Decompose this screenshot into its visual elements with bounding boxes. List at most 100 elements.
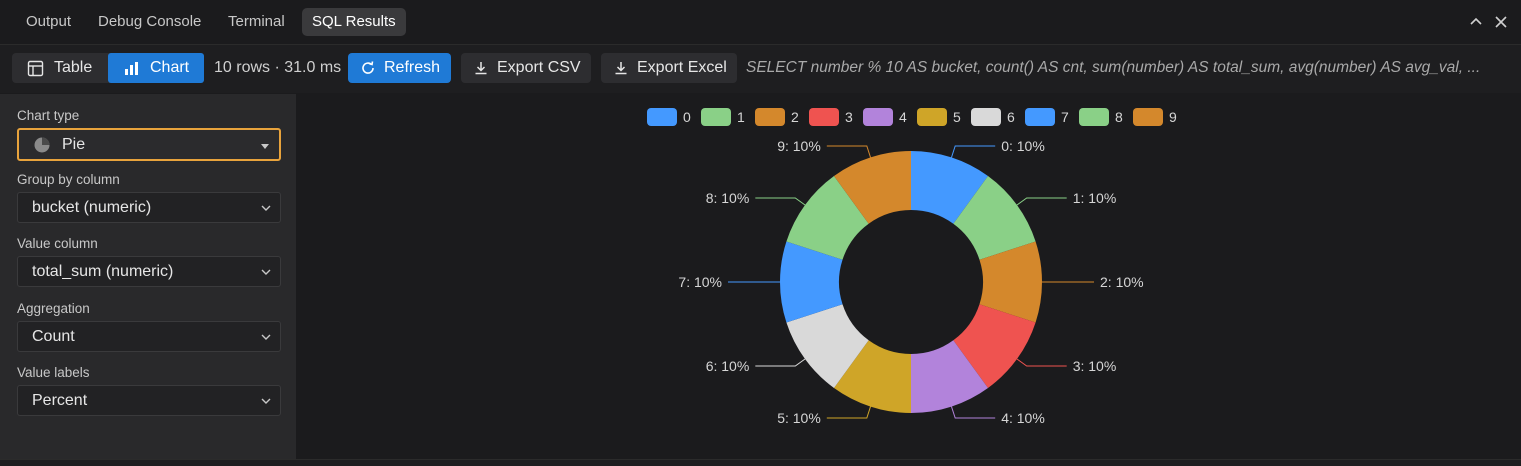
value-labels-value: Percent	[32, 391, 88, 409]
pie-chart-icon	[34, 137, 50, 152]
legend-swatch	[1025, 108, 1055, 126]
slice-label: 1: 10%	[1073, 190, 1117, 206]
legend-swatch	[701, 108, 731, 126]
donut-chart: 0 1 2 3 4 5 6 7 8 9 0: 10% 1: 10% 2: 10% 3: 10% 4: 10%…	[647, 108, 1177, 426]
tab-sql-results[interactable]: SQL Results	[302, 8, 406, 36]
legend-item[interactable]: 4	[863, 108, 907, 126]
close-icon[interactable]	[1491, 12, 1511, 32]
pie-slice[interactable]	[911, 340, 988, 413]
chevron-down-icon	[261, 269, 271, 275]
slice-label: 9: 10%	[777, 138, 821, 154]
legend-label: 8	[1115, 109, 1123, 125]
pie-slice[interactable]	[834, 151, 911, 224]
leader-line	[1016, 358, 1067, 367]
legend-label: 0	[683, 109, 691, 125]
status-bar	[0, 459, 1521, 466]
group-by-label: Group by column	[17, 172, 120, 187]
legend-item[interactable]: 3	[809, 108, 853, 126]
legend-label: 4	[899, 109, 907, 125]
legend-label: 1	[737, 109, 745, 125]
chevron-down-icon	[261, 334, 271, 340]
value-column-select[interactable]: total_sum (numeric)	[17, 256, 281, 287]
aggregation-select[interactable]: Count	[17, 321, 281, 352]
slice-label: 0: 10%	[1001, 138, 1045, 154]
aggregation-label: Aggregation	[17, 301, 90, 316]
export-excel-label: Export Excel	[637, 59, 727, 76]
pie-slice[interactable]	[786, 304, 869, 388]
slice-label: 8: 10%	[706, 190, 750, 206]
tab-output[interactable]: Output	[26, 13, 72, 30]
download-icon	[615, 62, 627, 75]
value-column-value: total_sum (numeric)	[32, 262, 174, 280]
table-view-button[interactable]: Table	[12, 53, 108, 83]
pie-slice[interactable]	[786, 176, 869, 260]
group-by-value: bucket (numeric)	[32, 198, 152, 216]
legend-swatch	[971, 108, 1001, 126]
legend-item[interactable]: 5	[917, 108, 961, 126]
value-column-label: Value column	[17, 236, 98, 251]
pie-slice[interactable]	[834, 340, 911, 413]
leader-line	[755, 197, 806, 206]
pie-slice[interactable]	[780, 241, 843, 323]
legend-item[interactable]: 6	[971, 108, 1015, 126]
legend-label: 9	[1169, 109, 1177, 125]
value-labels-label: Value labels	[17, 365, 90, 380]
legend-swatch	[755, 108, 785, 126]
refresh-label: Refresh	[384, 59, 441, 76]
legend-label: 5	[953, 109, 961, 125]
pie-slice[interactable]	[953, 304, 1036, 388]
leader-line	[826, 145, 871, 158]
slice-label: 3: 10%	[1073, 358, 1117, 374]
legend-item[interactable]: 0	[647, 108, 691, 126]
legend-item[interactable]: 7	[1025, 108, 1069, 126]
pie-slice[interactable]	[911, 151, 988, 224]
chart-type-value: Pie	[62, 135, 86, 153]
sql-query-preview: SELECT number % 10 AS bucket, count() AS…	[746, 59, 1481, 76]
export-excel-button[interactable]: Export Excel	[601, 53, 737, 83]
legend-swatch	[863, 108, 893, 126]
result-meta: 10 rows · 31.0 ms	[214, 59, 342, 76]
legend-label: 3	[845, 109, 853, 125]
legend-swatch	[1079, 108, 1109, 126]
panel-tab-bar: Output Debug Console Terminal SQL Result…	[0, 0, 1521, 45]
results-toolbar: Table Chart 10 rows · 31.0 ms Refresh Ex…	[0, 45, 1521, 93]
export-csv-button[interactable]: Export CSV	[461, 53, 591, 83]
legend-label: 7	[1061, 109, 1069, 125]
download-icon	[475, 62, 487, 75]
caret-down-icon	[261, 144, 269, 149]
slice-label: 7: 10%	[678, 274, 722, 290]
chart-view-button[interactable]: Chart	[108, 53, 204, 83]
legend-item[interactable]: 1	[701, 108, 745, 126]
chevron-down-icon	[261, 205, 271, 211]
chart-view-label: Chart	[150, 59, 190, 76]
leader-line	[1016, 197, 1067, 206]
legend-item[interactable]: 8	[1079, 108, 1123, 126]
pie-slice[interactable]	[953, 176, 1036, 260]
legend-label: 2	[791, 109, 799, 125]
leader-line	[826, 406, 871, 419]
pie-slice[interactable]	[979, 241, 1042, 323]
tab-terminal[interactable]: Terminal	[228, 13, 285, 30]
refresh-icon	[362, 61, 374, 74]
table-view-label: Table	[54, 59, 93, 76]
refresh-button[interactable]: Refresh	[348, 53, 451, 83]
chart-settings-panel: Chart type Pie Group by column bucket (n…	[0, 94, 296, 460]
chevron-down-icon	[261, 398, 271, 404]
value-labels-select[interactable]: Percent	[17, 385, 281, 416]
table-icon	[27, 60, 44, 76]
chart-type-label: Chart type	[17, 108, 80, 123]
legend-swatch	[809, 108, 839, 126]
aggregation-value: Count	[32, 327, 75, 345]
leader-line	[951, 145, 996, 158]
legend-label: 6	[1007, 109, 1015, 125]
legend-item[interactable]: 9	[1133, 108, 1177, 126]
tab-debug-console[interactable]: Debug Console	[98, 13, 202, 30]
legend-swatch	[917, 108, 947, 126]
legend-item[interactable]: 2	[755, 108, 799, 126]
chart-type-select[interactable]: Pie	[17, 128, 281, 161]
slice-label: 6: 10%	[706, 358, 750, 374]
group-by-select[interactable]: bucket (numeric)	[17, 192, 281, 223]
leader-line	[951, 406, 996, 419]
export-csv-label: Export CSV	[497, 59, 581, 76]
chevron-up-icon[interactable]	[1466, 12, 1486, 32]
